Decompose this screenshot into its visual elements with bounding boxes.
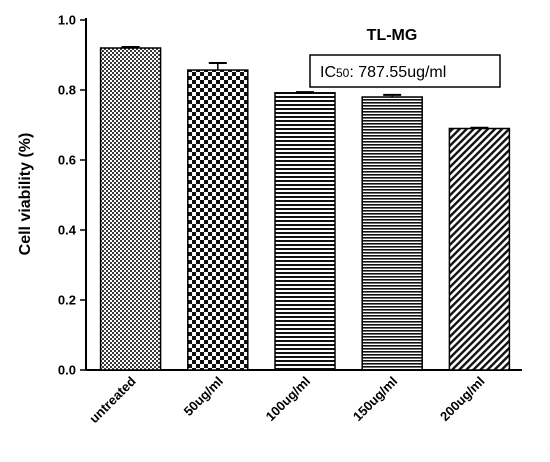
ic50-subscript: 50 — [336, 66, 350, 80]
bar-150ug-ml — [361, 96, 423, 371]
bar-100ug-ml — [274, 92, 336, 371]
y-tick-label: 0.6 — [58, 153, 76, 168]
y-tick-label: 0.8 — [58, 83, 76, 98]
ic50-box — [309, 54, 501, 88]
bars — [99, 47, 511, 371]
y-axis-label: Cell viability (%) — [17, 133, 34, 256]
ic50-text: IC50: 787.55ug/ml — [320, 64, 446, 81]
ic50-value: : 787.55ug/ml — [349, 64, 446, 81]
bar-200ug-ml — [448, 127, 511, 371]
x-tick-label: 100ug/ml — [263, 374, 313, 424]
x-tick-labels: untreated 50ug/ml 100ug/ml 150ug/ml 200ug/ml — [86, 373, 487, 426]
bar-50ug-ml — [187, 69, 249, 371]
y-tick-label: 0.2 — [58, 293, 76, 308]
y-tick-label: 0.0 — [58, 363, 76, 378]
bar-untreated — [99, 47, 162, 371]
error-bars — [121, 45, 489, 129]
y-tick-label: 0.4 — [58, 223, 77, 238]
x-tick-label: 50ug/ml — [181, 374, 226, 419]
ic50-prefix: IC — [320, 64, 336, 81]
x-tick-label: 150ug/ml — [350, 374, 400, 424]
chart-title: TL-MG — [367, 27, 418, 44]
x-tick-label: 200ug/ml — [437, 374, 487, 424]
y-ticks: 0.0 0.2 0.4 0.6 0.8 1.0 — [58, 13, 86, 378]
x-tick-label: untreated — [86, 373, 139, 426]
y-tick-label: 1.0 — [58, 13, 76, 28]
ic50-annotation: IC50: 787.55ug/ml — [309, 54, 501, 88]
